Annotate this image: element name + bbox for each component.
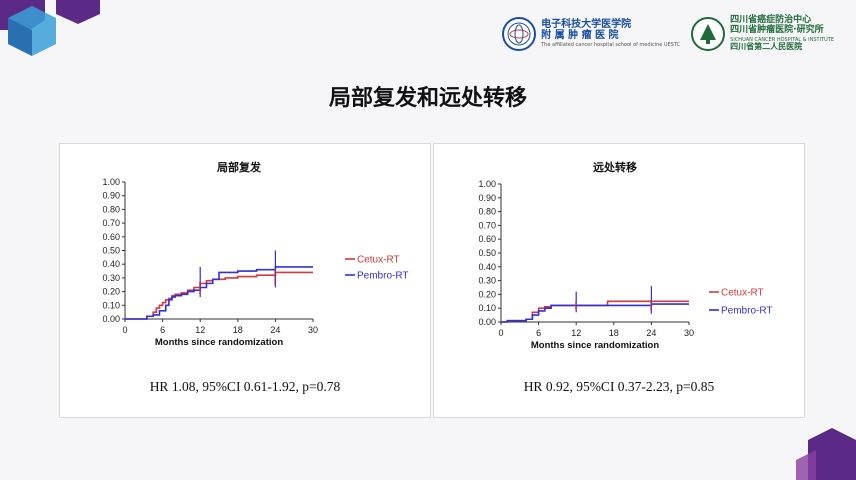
deco-shape xyxy=(56,0,100,24)
series-line-pembro-rt xyxy=(501,303,689,323)
x-tick-label: 12 xyxy=(195,325,205,335)
y-tick-label: 0.40 xyxy=(478,262,496,272)
y-tick-label: 0.30 xyxy=(102,273,120,283)
y-tick-label: 0.50 xyxy=(102,246,120,256)
x-tick-label: 30 xyxy=(684,328,694,338)
x-tick-label: 24 xyxy=(270,325,280,335)
sch-name: 四川省癌症防治中心 xyxy=(730,14,812,25)
x-tick-label: 30 xyxy=(308,325,318,335)
x-axis-label: Months since randomization xyxy=(155,337,283,348)
chart-title: 局部复发 xyxy=(216,160,262,174)
x-tick-label: 0 xyxy=(122,325,127,335)
y-tick-label: 1.00 xyxy=(102,177,120,187)
uestc-hospital: 附 属 肿 瘤 医 院 xyxy=(541,30,619,42)
km-chart-local-recurrence: 局部复发 0.00 0.10 0.20 0.30 0.40 0.50 0.60 0.70 0.80… xyxy=(102,160,409,348)
y-tick-label: 0.70 xyxy=(102,218,120,228)
chart-title: 远处转移 xyxy=(593,160,637,174)
header-logos: 电子科技大学医学院 附 属 肿 瘤 医 院 The affiliated can… xyxy=(501,12,834,56)
uestc-name: 电子科技大学医学院 xyxy=(541,19,632,31)
stats-annotation: HR 0.92, 95%CI 0.37-2.23, p=0.85 xyxy=(523,379,715,394)
corner-decoration-top-left xyxy=(0,0,100,56)
y-tick-label: 0.40 xyxy=(102,259,120,269)
y-tick-label: 0.30 xyxy=(478,276,496,286)
legend-label: Pembro-RT xyxy=(357,271,409,282)
chart-panel-distant-metastasis: 远处转移 0.00 0.10 0.20 0.30 0.40 0.50 0.60 0.70 0.80… xyxy=(433,143,805,418)
stats-annotation: HR 1.08, 95%CI 0.61-1.92, p=0.78 xyxy=(149,379,341,394)
y-tick-label: 0.90 xyxy=(102,191,120,201)
sch-emblem-icon xyxy=(691,16,726,51)
legend-label: Cetux-RT xyxy=(357,255,400,266)
y-tick-label: 0.10 xyxy=(478,303,496,313)
y-tick-label: 0.60 xyxy=(102,232,120,242)
corner-decoration-bottom-right xyxy=(796,428,856,480)
y-tick-label: 0.00 xyxy=(478,317,496,327)
sch-english: SICHUAN CANCER HOSPITAL & INSTITUTE xyxy=(730,36,834,43)
y-tick-label: 0.70 xyxy=(478,220,496,230)
x-tick-label: 6 xyxy=(536,328,541,338)
uestc-logo: 电子科技大学医学院 附 属 肿 瘤 医 院 The affiliated can… xyxy=(501,16,680,52)
y-tick-label: 0.50 xyxy=(478,248,496,258)
x-tick-label: 6 xyxy=(160,325,165,335)
km-chart-distant-metastasis: 远处转移 0.00 0.10 0.20 0.30 0.40 0.50 0.60 0.70 0.80… xyxy=(478,160,773,351)
sch-hospital: 四川省肿瘤医院·研究所 xyxy=(730,24,824,35)
sch-second-hospital: 四川省第二人民医院 xyxy=(730,42,803,52)
legend-label: Pembro-RT xyxy=(721,306,773,317)
y-tick-label: 0.80 xyxy=(102,204,120,214)
y-tick-label: 0.80 xyxy=(478,207,496,217)
y-tick-label: 0.60 xyxy=(478,234,496,244)
uestc-emblem-icon xyxy=(502,17,537,51)
y-tick-label: 0.10 xyxy=(102,300,120,310)
x-tick-label: 12 xyxy=(571,328,581,338)
deco-shape xyxy=(796,450,816,480)
chart-panel-local-recurrence: 局部复发 0.00 0.10 0.20 0.30 0.40 0.50 0.60 0.70 0.80… xyxy=(59,143,431,418)
slide-title: 局部复发和远处转移 xyxy=(328,86,527,111)
uestc-english: The affiliated cancer hospital school of… xyxy=(541,42,681,49)
x-tick-label: 18 xyxy=(609,328,619,338)
x-tick-label: 0 xyxy=(498,328,503,338)
deco-shape xyxy=(808,428,856,480)
y-tick-label: 0.00 xyxy=(102,314,120,324)
series-line-pembro-rt xyxy=(125,266,313,320)
sch-logo: 四川省癌症防治中心 四川省肿瘤医院·研究所 SICHUAN CANCER HOS… xyxy=(690,14,834,52)
x-tick-label: 18 xyxy=(233,325,243,335)
x-axis-label: Months since randomization xyxy=(531,340,659,351)
y-tick-label: 0.20 xyxy=(478,289,496,299)
y-tick-label: 0.90 xyxy=(478,193,496,203)
deco-shape xyxy=(8,18,32,56)
y-tick-label: 0.20 xyxy=(102,287,120,297)
y-tick-label: 1.00 xyxy=(478,179,496,189)
legend-label: Cetux-RT xyxy=(721,288,764,299)
x-tick-label: 24 xyxy=(646,328,656,338)
